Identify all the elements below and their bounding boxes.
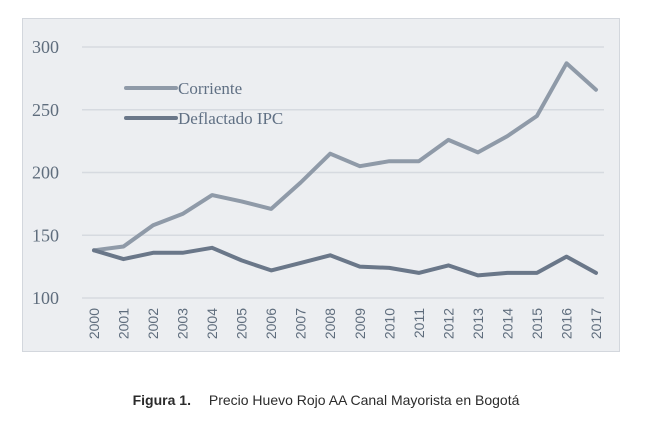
y-tick-label: 250 [32,100,59,120]
legend-label: Corriente [178,79,242,98]
x-tick-label: 2008 [322,308,338,339]
y-axis-ticks: 100 150 200 250 300 [32,37,59,308]
x-tick-label: 2003 [175,308,191,339]
x-tick-label: 2005 [234,308,250,339]
x-tick-label: 2009 [352,308,368,339]
x-tick-label: 2010 [381,308,397,339]
legend: Corriente Deflactado IPC [124,79,283,128]
legend-label: Deflactado IPC [178,109,283,128]
x-tick-label: 2015 [529,308,545,339]
caption-text: Precio Huevo Rojo AA Canal Mayorista en … [208,392,520,408]
x-tick-label: 2013 [470,308,486,339]
x-tick-label: 2002 [145,308,161,339]
x-tick-label: 2007 [293,308,309,339]
x-tick-label: 2014 [499,308,515,339]
y-tick-label: 150 [32,225,59,245]
x-tick-label: 2001 [116,308,132,339]
figure-caption: Figura 1. Precio Huevo Rojo AA Canal May… [0,392,652,408]
grid-lines [82,46,604,299]
y-tick-label: 200 [32,163,59,183]
series-line-deflactado-ipc [92,245,598,278]
x-axis-ticks: 2000 2001 2002 2003 2004 2005 2006 2007 2008 2009… [86,308,604,339]
line-chart: 100 150 200 250 300 2000 2001 2002 2003 2004 2005… [32,37,604,339]
x-tick-label: 2017 [588,308,604,339]
x-tick-label: 2004 [204,308,220,339]
chart-frame [22,18,620,352]
x-tick-label: 2000 [86,308,102,339]
series-lines [92,61,598,278]
x-tick-label: 2011 [411,308,427,338]
y-tick-label: 100 [32,288,59,308]
caption-label: Figura 1. [132,392,191,408]
x-tick-label: 2006 [263,308,279,339]
x-tick-label: 2016 [558,308,574,339]
series-line-corriente [92,61,598,253]
y-tick-label: 300 [32,37,59,57]
x-tick-label: 2012 [440,308,456,339]
